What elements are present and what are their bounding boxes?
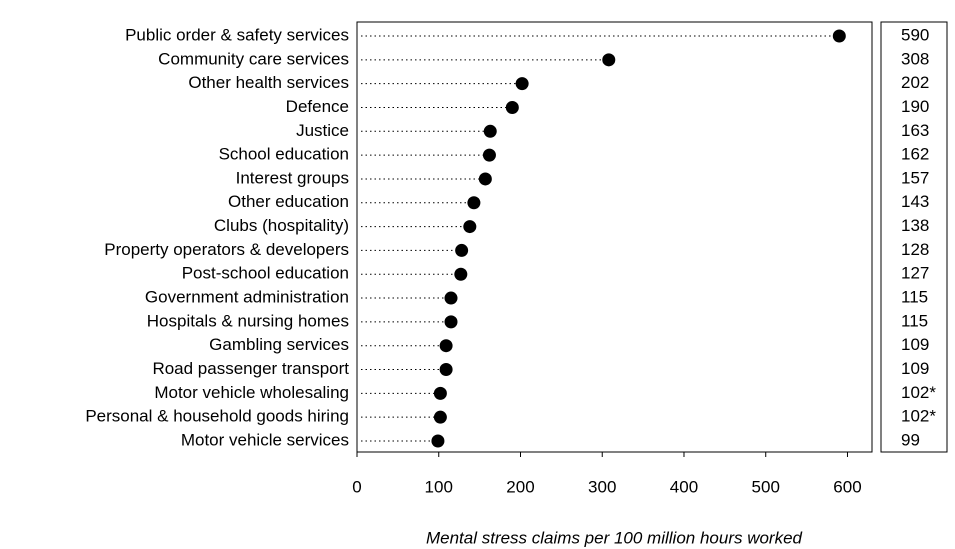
dot <box>602 53 616 67</box>
y-tick-label: Community care services <box>158 49 349 68</box>
y-tick-label: School education <box>219 145 349 164</box>
dot <box>439 363 453 377</box>
y-tick-label: Motor vehicle wholesaling <box>154 383 349 402</box>
y-tick-label: Defence <box>286 97 349 116</box>
dot <box>455 243 469 257</box>
x-tick-label: 400 <box>670 477 698 496</box>
dot <box>478 172 492 186</box>
y-tick-label: Road passenger transport <box>152 359 349 378</box>
x-tick-label: 300 <box>588 477 616 496</box>
y-tick-label: Property operators & developers <box>104 240 349 259</box>
y-tick-label: Government administration <box>145 288 349 307</box>
dot <box>832 29 846 43</box>
value-label: 202 <box>901 73 929 92</box>
y-tick-label: Motor vehicle services <box>181 430 349 449</box>
value-label: 157 <box>901 168 929 187</box>
value-column-frame <box>880 21 948 453</box>
dot <box>433 386 447 400</box>
plot-frame <box>356 21 873 453</box>
dot <box>454 267 468 281</box>
x-axis-label: Mental stress claims per 100 million hou… <box>426 528 803 547</box>
y-tick-label: Personal & household goods hiring <box>85 407 349 426</box>
value-label: 102* <box>901 383 936 402</box>
value-label: 102* <box>901 407 936 426</box>
value-label: 128 <box>901 240 929 259</box>
dot <box>444 291 458 305</box>
dot <box>483 124 497 138</box>
value-label: 590 <box>901 25 929 44</box>
value-label: 115 <box>901 311 928 330</box>
dot <box>482 148 496 162</box>
dot <box>463 220 477 234</box>
value-label: 115 <box>901 288 928 307</box>
value-label: 308 <box>901 49 929 68</box>
dot <box>515 77 529 91</box>
value-label: 109 <box>901 335 929 354</box>
y-tick-label: Clubs (hospitality) <box>214 216 349 235</box>
dot <box>433 410 447 424</box>
value-label: 163 <box>901 121 929 140</box>
y-tick-label: Interest groups <box>236 168 349 187</box>
value-label: 143 <box>901 192 929 211</box>
value-label: 190 <box>901 97 929 116</box>
y-tick-label: Justice <box>296 121 349 140</box>
y-tick-label: Public order & safety services <box>125 25 349 44</box>
x-tick-label: 500 <box>752 477 780 496</box>
value-label: 162 <box>901 145 929 164</box>
dot <box>467 196 481 210</box>
value-label: 99 <box>901 430 920 449</box>
x-tick-label: 100 <box>425 477 453 496</box>
y-tick-label: Gambling services <box>209 335 349 354</box>
value-label: 127 <box>901 264 929 283</box>
dot <box>439 339 453 353</box>
dot <box>431 434 445 448</box>
x-tick-label: 0 <box>352 477 361 496</box>
x-tick-label: 600 <box>833 477 861 496</box>
dot <box>444 315 458 329</box>
value-label: 138 <box>901 216 929 235</box>
y-tick-label: Other education <box>228 192 349 211</box>
y-tick-label: Post-school education <box>182 264 349 283</box>
y-tick-label: Hospitals & nursing homes <box>147 311 349 330</box>
y-tick-label: Other health services <box>188 73 349 92</box>
value-label: 109 <box>901 359 929 378</box>
dot <box>505 100 519 114</box>
x-tick-label: 200 <box>506 477 534 496</box>
